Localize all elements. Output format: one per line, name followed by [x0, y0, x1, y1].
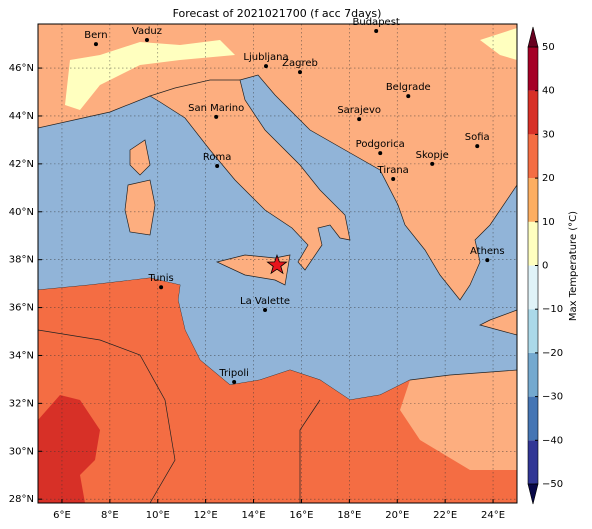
- colorbar-tick-label: −10: [542, 304, 563, 315]
- colorbar-band: [528, 352, 538, 397]
- colorbar-tick-label: 30: [542, 129, 555, 140]
- y-tick-label: 36°N: [9, 303, 34, 314]
- x-tick-label: 18°E: [337, 510, 361, 521]
- map-frame: [37, 23, 518, 504]
- city-label: Sarajevo: [337, 105, 381, 116]
- x-tick-label: 10°E: [146, 510, 170, 521]
- city-dot: [298, 70, 303, 75]
- y-tick-label: 44°N: [9, 111, 34, 122]
- city-label: Athens: [470, 246, 505, 257]
- y-tick-label: 30°N: [9, 446, 34, 457]
- x-tick-label: 12°E: [194, 510, 218, 521]
- city-dot: [430, 161, 435, 166]
- y-tick-label: 38°N: [9, 255, 34, 266]
- colorbar-tick-label: 10: [542, 217, 555, 228]
- y-tick-label: 42°N: [9, 159, 34, 170]
- city-dot: [378, 151, 383, 156]
- colorbar-extend: [527, 26, 539, 48]
- city-dot: [263, 307, 268, 312]
- city-dot: [215, 164, 220, 169]
- city-dot: [485, 258, 490, 263]
- city-label: Zagreb: [282, 58, 318, 69]
- y-tick-label: 34°N: [9, 350, 34, 361]
- city-label: La Valette: [240, 296, 290, 307]
- x-tick-label: 16°E: [289, 510, 313, 521]
- italy: [149, 79, 351, 271]
- city-label: Budapest: [353, 17, 400, 28]
- city-dot: [391, 176, 396, 181]
- map-background: [38, 24, 517, 503]
- city-label: Vaduz: [132, 26, 162, 37]
- x-tick-label: 8°E: [101, 510, 119, 521]
- colorbar-tick-label: −30: [542, 392, 563, 403]
- city-label: Tunis: [147, 273, 173, 284]
- colorbar-band: [528, 309, 538, 353]
- y-tick-label: 40°N: [9, 207, 34, 218]
- city-label: Roma: [203, 152, 232, 163]
- colorbar-tick-label: 40: [542, 86, 555, 97]
- colorbar-extend: [527, 483, 539, 505]
- hot-region: [38, 395, 100, 503]
- colorbar-tick-label: 0: [542, 261, 548, 272]
- city-dot: [357, 117, 362, 122]
- y-tick-label: 32°N: [9, 398, 34, 409]
- x-tick-label: 6°E: [53, 510, 71, 521]
- y-tick-label: 28°N: [9, 494, 34, 505]
- city-label: Belgrade: [386, 82, 431, 93]
- city-dot: [144, 38, 149, 43]
- colorbar-tick-label: −40: [542, 435, 563, 446]
- event-star: [266, 253, 288, 275]
- city-dot: [93, 42, 98, 47]
- city-label: Skopje: [416, 150, 449, 161]
- warm-region: [38, 278, 517, 503]
- city-label: Sofia: [465, 132, 490, 143]
- colorbar-band: [528, 440, 538, 484]
- city-label: Tirana: [377, 165, 409, 176]
- city-label: Ljubljana: [243, 52, 288, 63]
- city-label: Bern: [84, 30, 107, 41]
- colorbar-label: Max Temperature (°C): [568, 211, 579, 321]
- city-dot: [406, 94, 411, 99]
- colorbar-band: [528, 178, 538, 222]
- x-tick-label: 14°E: [242, 510, 266, 521]
- cool-region: [480, 28, 517, 60]
- city-dot: [475, 144, 480, 149]
- border: [299, 399, 321, 503]
- city-label: Tripoli: [218, 368, 249, 379]
- city-dot: [214, 114, 219, 119]
- city-label: Podgorica: [356, 139, 405, 150]
- colorbar-band: [528, 221, 538, 266]
- city-label: San Marino: [188, 103, 244, 114]
- colorbar-tick-label: 50: [542, 42, 555, 53]
- sardinia: [124, 179, 156, 236]
- colorbar-band: [528, 396, 538, 441]
- corsica: [129, 139, 151, 176]
- city-dot: [374, 28, 379, 33]
- map-title: Forecast of 2021021700 (f acc 7days): [173, 7, 382, 20]
- city-dot: [232, 380, 237, 385]
- colorbar-band: [528, 47, 538, 91]
- colorbar-tick-label: −20: [542, 348, 563, 359]
- colorbar-band: [528, 265, 538, 310]
- colorbar-band: [528, 134, 538, 179]
- colorbar-band: [528, 90, 538, 135]
- cool-region: [65, 40, 235, 110]
- city-dot: [264, 64, 269, 69]
- x-tick-label: 24°E: [481, 510, 505, 521]
- city-dot: [159, 285, 164, 290]
- border: [38, 329, 176, 503]
- x-tick-label: 22°E: [433, 510, 457, 521]
- y-tick-label: 46°N: [9, 63, 34, 74]
- colorbar-tick-label: −50: [542, 479, 563, 490]
- colorbar-tick-label: 20: [542, 173, 555, 184]
- x-tick-label: 20°E: [385, 510, 409, 521]
